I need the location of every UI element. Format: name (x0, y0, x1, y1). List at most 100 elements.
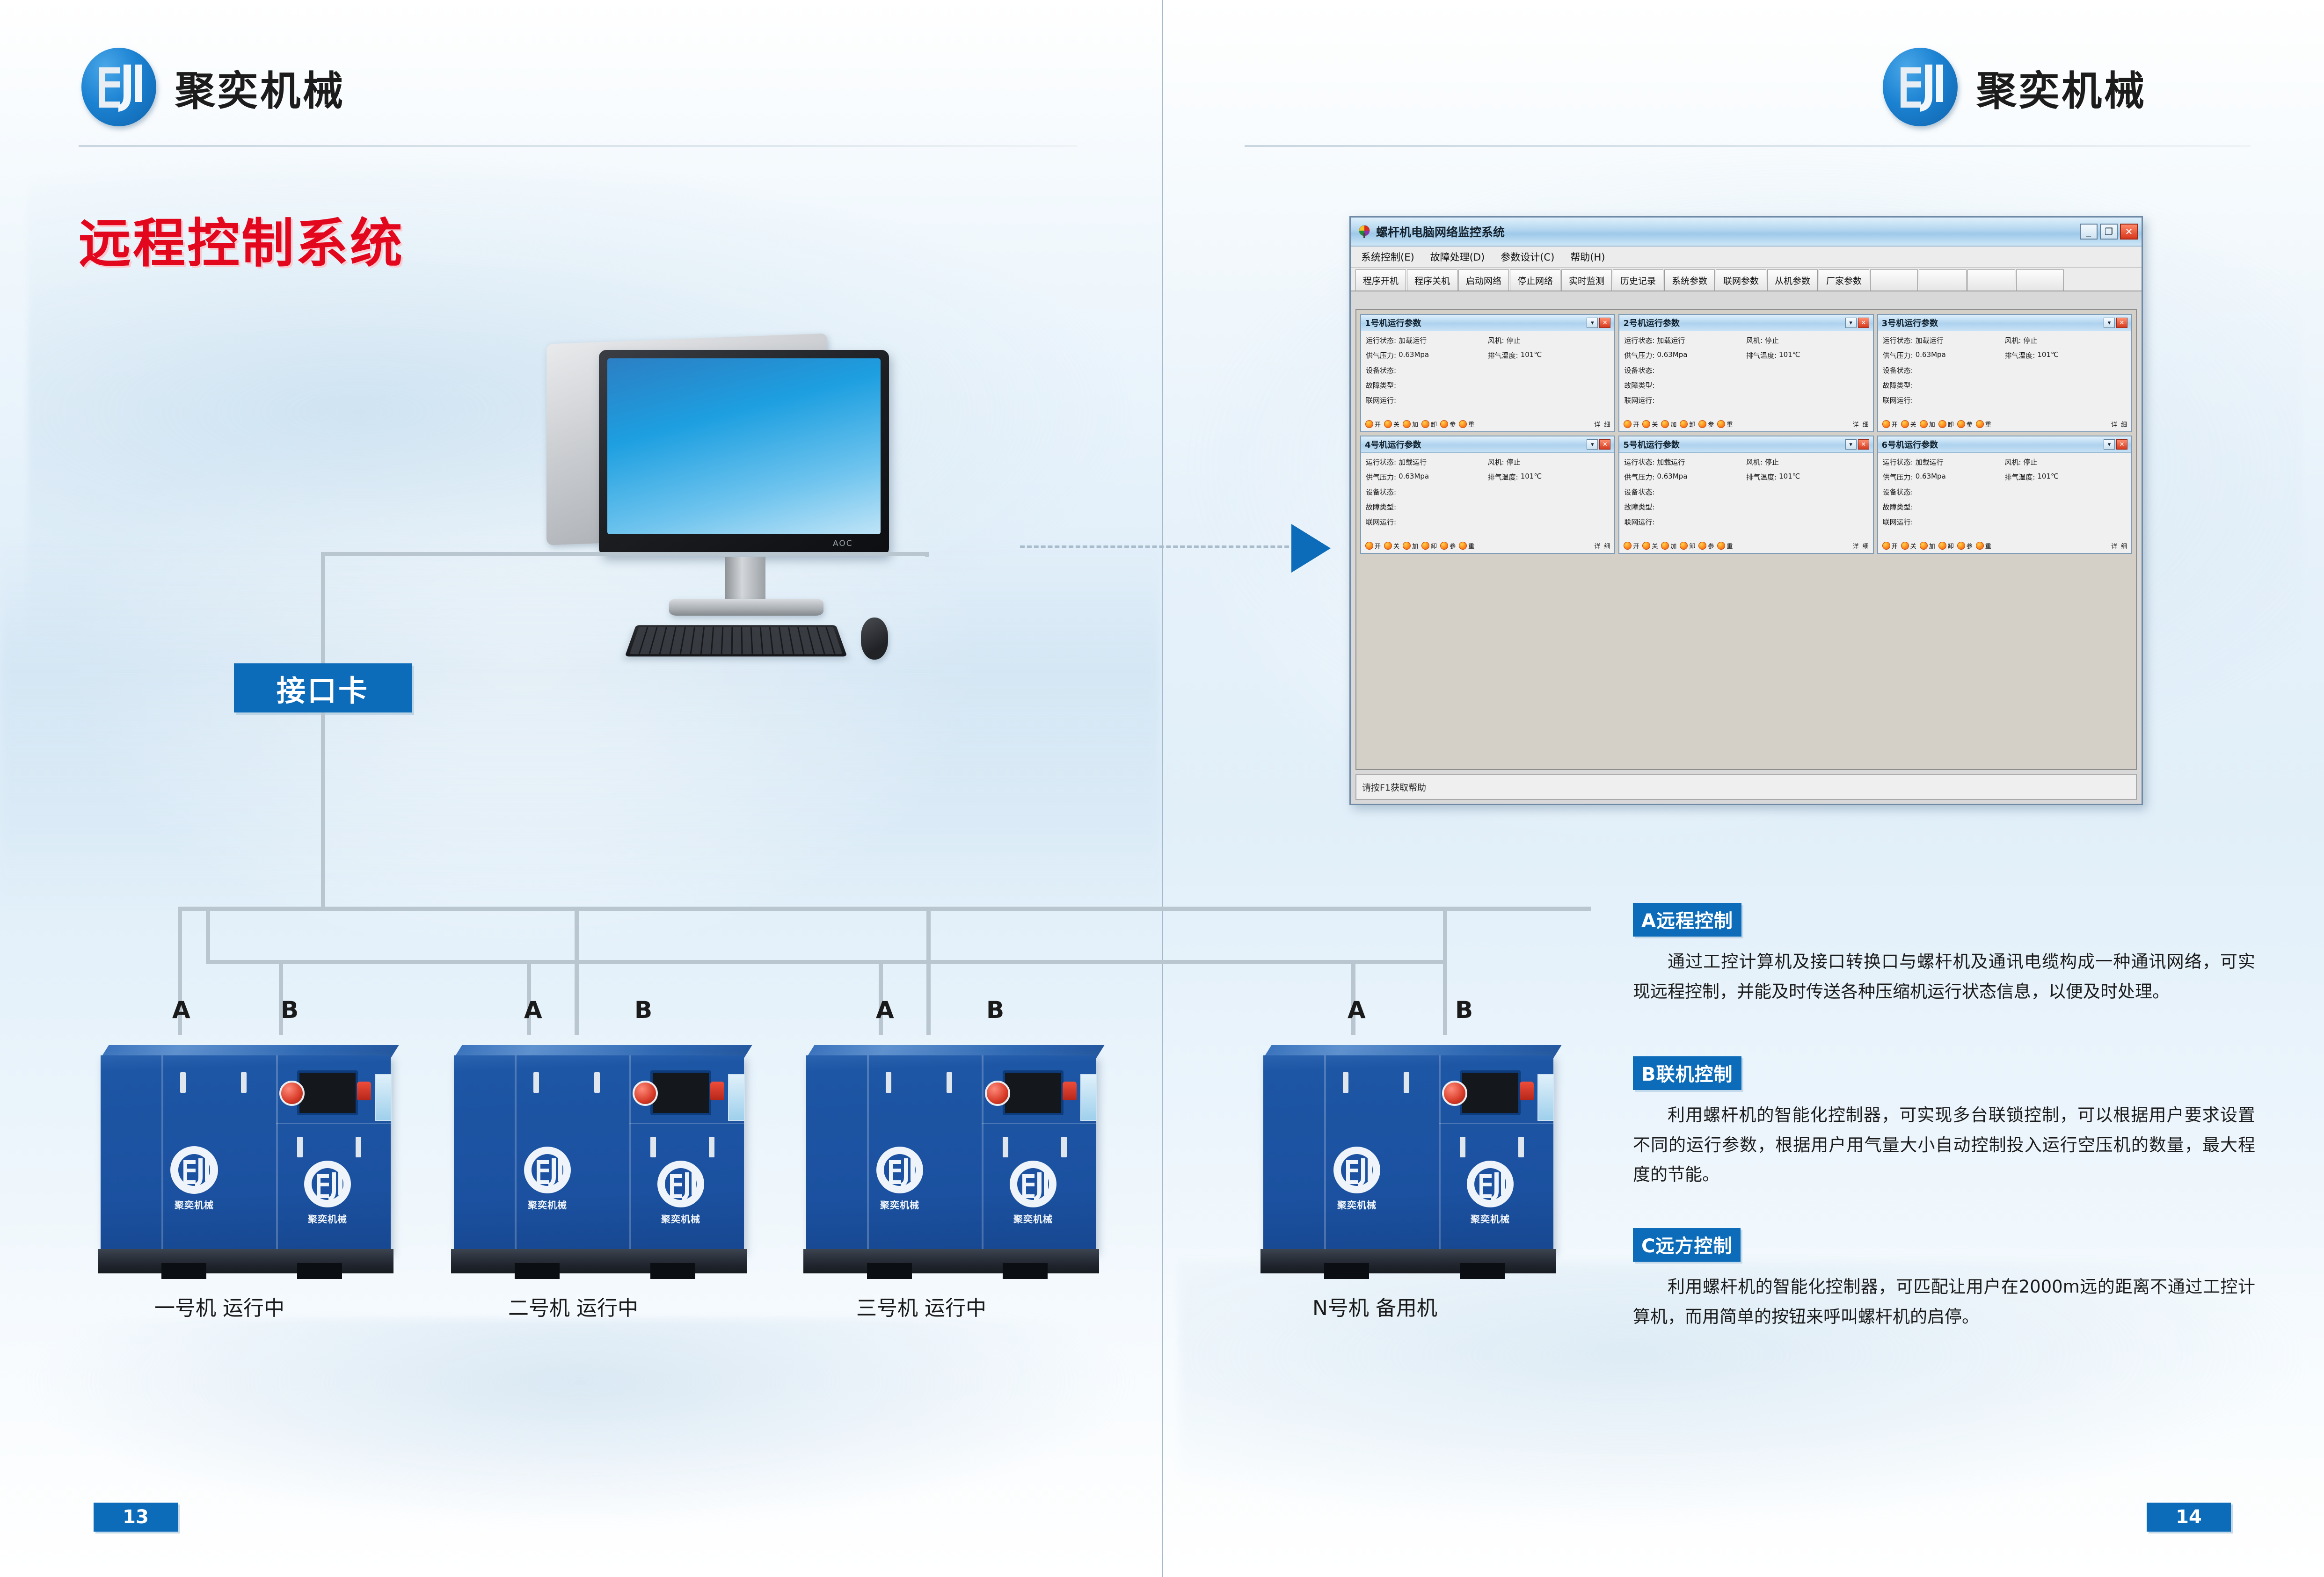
button-unload[interactable]: 卸 (1680, 420, 1695, 429)
button-load[interactable]: 加 (1403, 541, 1418, 550)
machine-panel-3[interactable]: 3号机运行参数 ▾ ✕ 运行状态: 加载运行 风机: 停止 供气压力: 0.63Mpa 排气… (1877, 314, 2132, 432)
tab-network-params[interactable]: 联网参数 (1716, 269, 1766, 291)
button-stop[interactable]: 关 (1901, 420, 1916, 429)
button-start[interactable]: 开 (1365, 541, 1381, 550)
button-load[interactable]: 加 (1403, 420, 1418, 429)
button-params[interactable]: 参 (1698, 541, 1714, 550)
machine-panel-5[interactable]: 5号机运行参数 ▾ ✕ 运行状态: 加载运行 风机: 停止 供气压力: 0.63Mpa 排气… (1618, 436, 1874, 554)
close-button[interactable]: ✕ (2120, 224, 2138, 240)
panel-close-button[interactable]: ✕ (1858, 318, 1869, 328)
button-load[interactable]: 加 (1919, 420, 1935, 429)
button-load[interactable]: 加 (1661, 420, 1676, 429)
button-load[interactable]: 加 (1661, 541, 1676, 550)
panel-button-row[interactable]: 开 关 加 卸 参 重 详细 (1882, 420, 2127, 429)
panel-close-button[interactable]: ✕ (1599, 439, 1611, 450)
panel-title-bar[interactable]: 2号机运行参数 ▾ ✕ (1619, 315, 1873, 331)
panel-title-bar[interactable]: 4号机运行参数 ▾ ✕ (1361, 436, 1615, 453)
menu-item-parameter-design[interactable]: 参数设计(C) (1501, 252, 1555, 263)
panel-button-row[interactable]: 开 关 加 卸 参 重 详细 (1624, 420, 1869, 429)
button-unload[interactable]: 卸 (1938, 541, 1954, 550)
tab-factory-params[interactable]: 厂家参数 (1819, 269, 1869, 291)
panel-minimize-button[interactable]: ▾ (1845, 439, 1857, 450)
panel-button-row[interactable]: 开 关 加 卸 参 重 详细 (1365, 541, 1610, 550)
menu-item-fault-handling[interactable]: 故障处理(D) (1430, 252, 1485, 263)
machine-panel-2[interactable]: 2号机运行参数 ▾ ✕ 运行状态: 加载运行 风机: 停止 供气压力: 0.63Mpa 排气… (1618, 314, 1874, 432)
panel-close-button[interactable]: ✕ (1858, 439, 1869, 450)
button-reset[interactable]: 重 (1459, 420, 1474, 429)
minimize-button[interactable]: _ (2080, 224, 2098, 240)
button-params[interactable]: 参 (1440, 541, 1456, 550)
menu-bar[interactable]: 系统控制(E) 故障处理(D) 参数设计(C) 帮助(H) (1351, 247, 2142, 268)
button-start[interactable]: 开 (1882, 541, 1898, 550)
window-title-bar[interactable]: 螺杆机电脑网络监控系统 _ ❐ ✕ (1351, 218, 2142, 247)
tab-start-network[interactable]: 启动网络 (1458, 269, 1509, 291)
panel-title-bar[interactable]: 1号机运行参数 ▾ ✕ (1361, 315, 1615, 331)
button-start[interactable]: 开 (1365, 420, 1381, 429)
button-stop[interactable]: 关 (1642, 420, 1658, 429)
panel-close-button[interactable]: ✕ (2116, 318, 2127, 328)
button-unload[interactable]: 卸 (1680, 541, 1695, 550)
button-params[interactable]: 参 (1698, 420, 1714, 429)
tab-history-log[interactable]: 历史记录 (1613, 269, 1663, 291)
machine-panel-1[interactable]: 1号机运行参数 ▾ ✕ 运行状态: 加载运行 风机: 停止 供气压力: 0.63Mpa 排气… (1360, 314, 1616, 432)
button-unload[interactable]: 卸 (1938, 420, 1954, 429)
tab-realtime-monitor[interactable]: 实时监测 (1561, 269, 1612, 291)
panel-minimize-button[interactable]: ▾ (2103, 318, 2115, 328)
tab-stop-network[interactable]: 停止网络 (1510, 269, 1560, 291)
button-details[interactable]: 详细 (2111, 422, 2127, 429)
button-start[interactable]: 开 (1624, 541, 1639, 550)
button-reset[interactable]: 重 (1975, 541, 1991, 550)
machine-panel-6[interactable]: 6号机运行参数 ▾ ✕ 运行状态: 加载运行 风机: 停止 供气压力: 0.63Mpa 排气… (1877, 436, 2132, 554)
panel-title-bar[interactable]: 3号机运行参数 ▾ ✕ (1878, 315, 2131, 331)
panel-title-bar[interactable]: 6号机运行参数 ▾ ✕ (1878, 436, 2131, 453)
button-reset[interactable]: 重 (1459, 541, 1474, 550)
button-start[interactable]: 开 (1624, 420, 1639, 429)
tab-blank[interactable] (1967, 269, 2015, 291)
tab-blank[interactable] (1919, 269, 1967, 291)
button-details[interactable]: 详细 (1852, 422, 1869, 429)
panel-button-row[interactable]: 开 关 加 卸 参 重 详细 (1882, 541, 2127, 550)
button-stop[interactable]: 关 (1384, 541, 1399, 550)
button-start[interactable]: 开 (1882, 420, 1898, 429)
menu-item-help[interactable]: 帮助(H) (1570, 252, 1605, 263)
button-reset[interactable]: 重 (1717, 420, 1733, 429)
status-led-icon (1957, 542, 1965, 550)
button-details[interactable]: 详细 (1852, 543, 1869, 550)
button-details[interactable]: 详细 (1594, 422, 1610, 429)
panel-title-bar[interactable]: 5号机运行参数 ▾ ✕ (1619, 436, 1873, 453)
button-unload[interactable]: 卸 (1421, 541, 1437, 550)
button-stop[interactable]: 关 (1901, 541, 1916, 550)
button-reset[interactable]: 重 (1975, 420, 1991, 429)
panel-minimize-button[interactable]: ▾ (1587, 318, 1598, 328)
tab-blank[interactable] (2016, 269, 2064, 291)
panel-button-row[interactable]: 开 关 加 卸 参 重 详细 (1624, 541, 1869, 550)
toolbar-tab-strip[interactable]: 程序开机 程序关机 启动网络 停止网络 实时监测 历史记录 系统参数 联网参数 … (1351, 268, 2142, 291)
tab-system-params[interactable]: 系统参数 (1664, 269, 1715, 291)
window-controls[interactable]: _ ❐ ✕ (2080, 224, 2138, 240)
machine-panel-4[interactable]: 4号机运行参数 ▾ ✕ 运行状态: 加载运行 风机: 停止 供气压力: 0.63Mpa 排气… (1360, 436, 1616, 554)
panel-minimize-button[interactable]: ▾ (1587, 439, 1598, 450)
button-stop[interactable]: 关 (1642, 541, 1658, 550)
button-unload[interactable]: 卸 (1421, 420, 1437, 429)
emergency-stop-knob (1442, 1081, 1467, 1106)
button-params[interactable]: 参 (1440, 420, 1456, 429)
menu-item-system-control[interactable]: 系统控制(E) (1361, 252, 1414, 263)
panel-button-row[interactable]: 开 关 加 卸 参 重 详细 (1365, 420, 1610, 429)
button-params[interactable]: 参 (1957, 420, 1973, 429)
tab-program-stop[interactable]: 程序关机 (1407, 269, 1457, 291)
panel-close-button[interactable]: ✕ (2116, 439, 2127, 450)
button-load[interactable]: 加 (1919, 541, 1935, 550)
button-stop[interactable]: 关 (1384, 420, 1399, 429)
monitoring-software-window[interactable]: 螺杆机电脑网络监控系统 _ ❐ ✕ 系统控制(E) 故障处理(D) 参数设计(C… (1349, 216, 2143, 805)
panel-minimize-button[interactable]: ▾ (2103, 439, 2115, 450)
tab-slave-params[interactable]: 从机参数 (1767, 269, 1818, 291)
panel-close-button[interactable]: ✕ (1599, 318, 1611, 328)
panel-minimize-button[interactable]: ▾ (1845, 318, 1857, 328)
tab-program-start[interactable]: 程序开机 (1355, 269, 1406, 291)
maximize-button[interactable]: ❐ (2100, 224, 2118, 240)
button-params[interactable]: 参 (1957, 541, 1973, 550)
button-details[interactable]: 详细 (2111, 543, 2127, 550)
tab-blank[interactable] (1870, 269, 1918, 291)
button-details[interactable]: 详细 (1594, 543, 1610, 550)
button-reset[interactable]: 重 (1717, 541, 1733, 550)
